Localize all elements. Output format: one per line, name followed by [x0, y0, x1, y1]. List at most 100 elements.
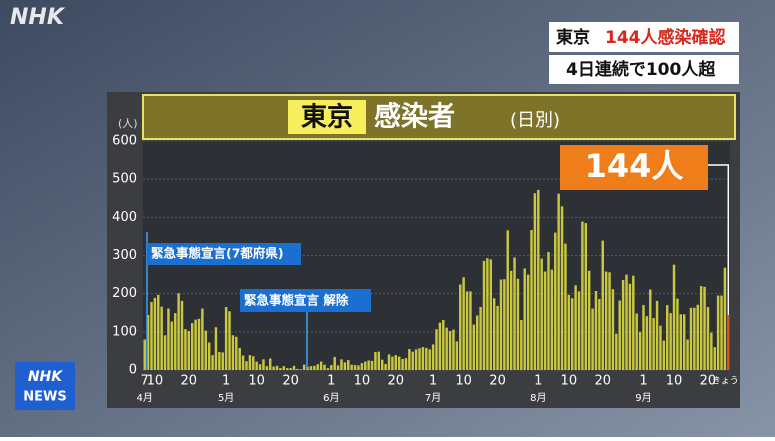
x-tick-label: 7 [141, 374, 149, 389]
bar [513, 257, 516, 370]
bar [255, 361, 258, 370]
bar [207, 342, 211, 370]
bar [299, 369, 302, 370]
bar [537, 189, 540, 370]
x-tick-label: 10 [561, 374, 578, 389]
annotation: 緊急事態宣言 解除 [244, 293, 349, 308]
bar [676, 298, 679, 370]
bar [177, 293, 180, 370]
bar [347, 360, 350, 370]
bar [652, 318, 655, 370]
bar [418, 348, 421, 370]
bar [459, 284, 462, 370]
headline-sub: 4日連続で100人超 [566, 59, 716, 80]
y-tick-label: 500 [112, 172, 137, 187]
news-logo-top: NHK [28, 369, 63, 385]
bar [150, 302, 153, 370]
bar [448, 331, 452, 370]
bar [554, 232, 557, 370]
bar [591, 308, 594, 370]
bar [516, 278, 520, 370]
bar [174, 313, 177, 370]
bar [679, 314, 683, 370]
bar [262, 359, 265, 370]
x-tick-label: 20 [489, 374, 506, 389]
bar [275, 365, 279, 370]
bar [364, 361, 367, 370]
bar [146, 315, 150, 370]
plot: 0 100 200 300 400 500 600 7 4月 10 20 1 5月 10 20 1 6月 10 20… [112, 134, 739, 405]
bar [577, 291, 581, 370]
bar [720, 295, 723, 370]
bar [693, 307, 696, 370]
bar [615, 333, 618, 370]
bar [296, 368, 299, 370]
bar [190, 323, 194, 370]
nhk-logo: NHK [10, 5, 66, 30]
bar [282, 366, 286, 370]
subheadline-box [549, 55, 739, 84]
bar [252, 356, 255, 370]
bar [285, 368, 289, 370]
month-label: 7月 [425, 392, 441, 404]
bar [224, 307, 228, 370]
bar [469, 291, 472, 370]
bar [350, 364, 353, 370]
bar [564, 243, 567, 370]
bar [503, 279, 506, 370]
x-tick-label: 20 [700, 374, 717, 389]
y-tick-label: 100 [112, 324, 137, 339]
bar [231, 335, 235, 370]
bar [723, 267, 727, 370]
bar [479, 307, 482, 370]
bar [571, 298, 574, 370]
bar [391, 356, 394, 370]
bar [462, 277, 465, 370]
bar [442, 320, 445, 370]
bar [153, 297, 157, 370]
bar [333, 357, 336, 370]
bar [377, 351, 381, 370]
bar [343, 362, 347, 370]
bar [560, 206, 564, 370]
bar [662, 340, 666, 370]
bar [618, 300, 621, 370]
bar [214, 327, 218, 370]
bar [604, 271, 608, 370]
month-label: 6月 [323, 392, 339, 404]
title-band [142, 94, 736, 140]
bar [455, 341, 459, 370]
bar [475, 315, 479, 370]
bar [387, 354, 391, 370]
bar [543, 271, 547, 370]
bar [397, 356, 401, 370]
bar [238, 347, 241, 370]
bar [421, 347, 425, 370]
bar [655, 300, 659, 370]
chart-subtitle: (日別) [510, 110, 560, 131]
bar [404, 358, 408, 370]
y-tick-label: 0 [129, 363, 137, 378]
bar [292, 365, 296, 370]
annotation-box [240, 289, 371, 312]
y-tick-label: 300 [112, 248, 137, 263]
bar [157, 294, 160, 370]
x-tick-label: 10 [354, 374, 371, 389]
bar [526, 274, 530, 370]
bar [445, 327, 448, 370]
x-tick-label: 20 [282, 374, 299, 389]
month-label: 8月 [530, 392, 546, 404]
callout-line [708, 164, 730, 316]
bar [201, 308, 204, 370]
bar [319, 361, 323, 370]
bar [258, 364, 262, 370]
bar [649, 289, 652, 370]
bar [245, 361, 248, 370]
bar [353, 365, 357, 370]
news-logo-bottom: NEWS [23, 390, 66, 405]
bar [703, 286, 706, 370]
bar [330, 365, 333, 370]
bar [638, 331, 642, 370]
bar [360, 363, 364, 370]
